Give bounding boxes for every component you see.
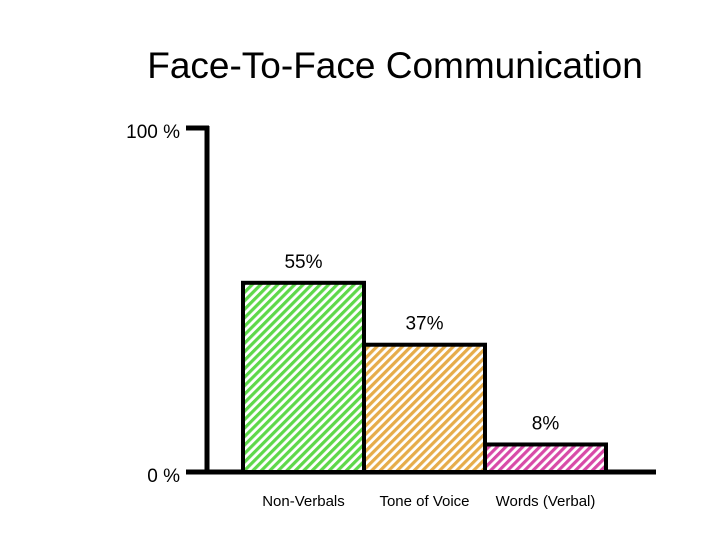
bar [241,280,366,474]
data-label: 8% [532,413,560,434]
y-tick-label: 0 % [147,466,180,487]
x-tick-label: Non-Verbals [262,493,345,510]
x-tick-label: Words (Verbal) [496,493,596,510]
y-tick-label: 100 % [126,122,180,143]
data-label: 37% [405,314,443,335]
bar [483,442,608,475]
x-tick-label: Tone of Voice [379,493,469,510]
data-label: 55% [284,252,322,273]
bar [362,342,487,474]
chart-title: Face-To-Face Communication [147,45,643,86]
